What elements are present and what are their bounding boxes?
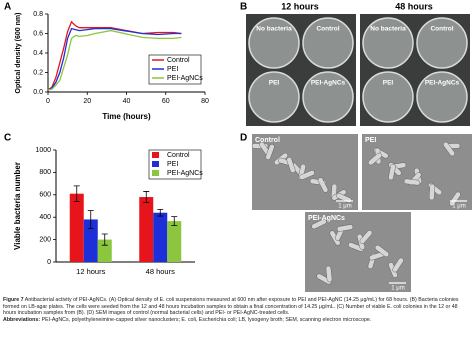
bar (153, 212, 168, 262)
abbr-label: Abbreviations: (3, 316, 41, 323)
bar (139, 197, 154, 262)
y-tick-label: 0.0 (33, 89, 43, 96)
x-tick-label: 60 (162, 98, 170, 105)
bacterium (368, 152, 382, 166)
bacterium (359, 230, 373, 244)
line-series (47, 27, 182, 91)
x-tick-label: 80 (201, 98, 209, 105)
x-axis-label: Time (hours) (102, 112, 151, 121)
bacterium (286, 157, 296, 173)
y-tick-label: 0 (47, 259, 51, 266)
y-tick-label: 800 (39, 169, 51, 176)
scale-label: 1 μm (391, 286, 404, 292)
plate-header: 48 hours (395, 1, 433, 11)
legend-swatch (152, 152, 159, 158)
scale-label: 1 μm (338, 204, 351, 210)
plate-header: 12 hours (281, 1, 319, 11)
bacterium (336, 224, 354, 232)
x-tick-label: 40 (123, 98, 131, 105)
bacterium (429, 183, 435, 201)
y-tick-label: 0.4 (33, 50, 43, 57)
caption-text: Antibacterial activity of PEI-AgNCs. (A)… (3, 297, 459, 317)
error-bar (87, 210, 94, 229)
plate-label: Control (316, 26, 339, 33)
bar (97, 239, 112, 262)
y-tick-label: 1000 (35, 147, 51, 154)
caption-label: Figure 7 (3, 297, 24, 303)
y-tick-label: 200 (39, 236, 51, 243)
bacterium (403, 178, 421, 186)
plate-label: No bacteria (256, 26, 292, 33)
bar (167, 221, 182, 262)
bacterium (325, 265, 333, 283)
panel-label: C (4, 133, 11, 144)
legend-label: PEI-AgNCs (167, 170, 203, 177)
legend-label: PEI (167, 161, 178, 168)
y-axis-label: Optical density (600 nm) (15, 13, 22, 94)
y-tick-label: 600 (39, 192, 51, 199)
panel-label: A (4, 2, 11, 13)
legend-label: Control (167, 57, 190, 64)
bacterium (265, 144, 275, 160)
panel-label: B (240, 2, 247, 13)
bacterium (388, 163, 396, 181)
sem-label: PEI (365, 137, 376, 144)
abbr-text: PEI-AgNCs, polyethyleneimine-capped silv… (41, 316, 372, 323)
petri-dish (362, 71, 414, 123)
bacterium (392, 257, 404, 273)
x-tick-label: 12 hours (76, 267, 105, 276)
bar (83, 219, 98, 262)
plate-label: No bacteria (370, 26, 406, 33)
scale-label: 1 μm (452, 204, 465, 210)
petri-dish (302, 17, 354, 69)
bacterium (449, 191, 461, 207)
plate-label: PEI (383, 80, 394, 87)
bacterium (311, 218, 327, 230)
y-tick-label: 400 (39, 214, 51, 221)
error-bar (143, 191, 150, 204)
x-tick-label: 0 (46, 98, 50, 105)
plate-label: PEI-AgNCs (425, 80, 460, 87)
legend-swatch (152, 161, 159, 167)
legend-label: PEI-AgNCs (167, 75, 203, 82)
figure: A B C D 0.0 0.2 0.4 0.6 0.8 0 20 40 60 80 Control P… (4, 1, 472, 292)
sem-label: Control (255, 137, 280, 144)
line-series (47, 20, 182, 91)
legend-swatch (152, 170, 159, 176)
petri-dish (416, 71, 468, 123)
error-bar (101, 233, 108, 246)
bacterium (299, 170, 315, 180)
legend-label: PEI (167, 66, 178, 73)
error-bar (171, 216, 178, 226)
y-tick-label: 0.8 (33, 11, 43, 18)
petri-dish (248, 71, 300, 123)
bacterium (374, 244, 390, 258)
line-series (47, 29, 182, 91)
error-bar (157, 208, 164, 217)
legend-label: Control (167, 152, 190, 159)
plate-label: PEI-AgNCs (311, 80, 346, 87)
petri-dish (248, 17, 300, 69)
bacterium (317, 177, 329, 193)
error-bar (73, 185, 80, 202)
y-tick-label: 0.6 (33, 30, 43, 37)
bar (69, 193, 84, 262)
caption: Figure 7 Antibacterial activity of PEI-A… (3, 297, 471, 323)
bacterium (348, 242, 364, 252)
y-axis-label: Viable bacteria number (13, 162, 22, 250)
plate-label: Control (430, 26, 453, 33)
x-tick-label: 48 hours (146, 267, 175, 276)
sem-label: PEI-AgNCs (308, 215, 345, 222)
panel-label: D (240, 133, 247, 144)
x-tick-label: 20 (83, 98, 91, 105)
bacterium (443, 141, 455, 157)
plate-label: PEI (269, 80, 280, 87)
y-tick-label: 0.2 (33, 69, 43, 76)
petri-dish (416, 17, 468, 69)
petri-dish (302, 71, 354, 123)
petri-dish (362, 17, 414, 69)
